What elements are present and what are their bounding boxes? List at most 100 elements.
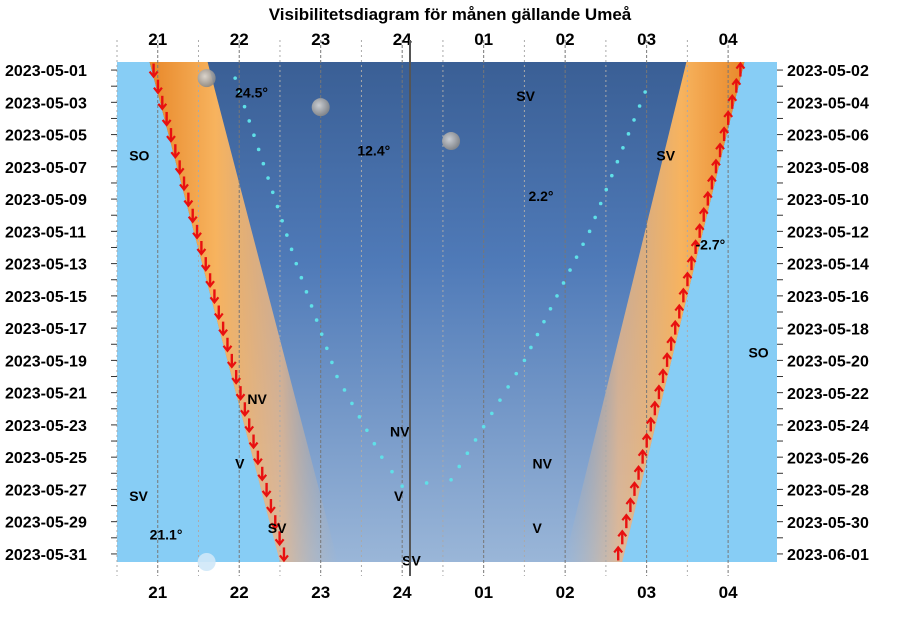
hour-label-bottom: 04	[719, 583, 738, 602]
trail-dot	[604, 187, 609, 192]
sunrise-arrow-head	[621, 513, 632, 521]
trail-dot	[529, 345, 533, 350]
sunrise-arrow-head	[633, 465, 644, 473]
moon-icon	[197, 553, 216, 571]
trail-dot	[490, 411, 494, 416]
trail-dot	[289, 247, 294, 252]
sunset-arrow-head	[274, 538, 285, 547]
annotation-label: 24.5°	[235, 85, 268, 101]
hour-label-bottom: 21	[148, 583, 167, 602]
hour-label-top: 02	[556, 30, 575, 49]
trail-dot	[535, 332, 540, 337]
sunrise-arrow-head	[641, 432, 652, 441]
sunset-arrow-head	[148, 70, 159, 79]
sunset-arrow-head	[248, 441, 259, 450]
trail-dot	[481, 424, 486, 429]
date-label-right: 2023-05-04	[787, 95, 869, 112]
sunrise-arrow-head	[723, 110, 734, 118]
trail-dot	[561, 281, 566, 285]
trail-dot	[280, 219, 284, 223]
date-label-right: 2023-05-02	[787, 63, 869, 80]
sunset-arrow-head	[187, 216, 198, 224]
sunset-arrow-head	[166, 135, 176, 143]
sunrise-arrow-head	[617, 529, 628, 537]
trail-dot	[256, 147, 261, 152]
moon-icon	[197, 69, 216, 88]
hour-label-bottom: 24	[393, 583, 412, 602]
date-label-left: 2023-05-13	[5, 257, 87, 274]
date-label-right: 2023-05-22	[787, 386, 869, 403]
annotation-label: SV	[129, 488, 148, 504]
trail-dot	[568, 268, 572, 272]
sunset-arrow-head	[196, 248, 207, 256]
date-label-left: 2023-05-05	[5, 128, 87, 145]
trail-dot	[400, 484, 404, 488]
sunset-arrow-head	[253, 457, 263, 466]
trail-dot	[335, 374, 339, 379]
sunset-arrow-head	[279, 554, 289, 563]
trail-dot	[514, 371, 519, 376]
sunset-arrow-head	[170, 151, 181, 159]
date-label-right: 2023-05-30	[787, 515, 869, 532]
sunset-arrow-head	[153, 87, 163, 95]
trail-dot	[242, 104, 247, 109]
hour-label-bottom: 02	[556, 583, 575, 602]
trail-dot	[357, 415, 362, 419]
sunrise-arrow-head	[674, 303, 685, 312]
annotation-label: V	[235, 456, 245, 472]
trail-dot	[294, 261, 299, 266]
hour-label-top: 21	[148, 30, 167, 49]
sunrise-arrow-head	[707, 174, 717, 183]
trail-dot	[465, 451, 470, 456]
annotation-label: SV	[656, 148, 675, 164]
annotation-label: SO	[129, 148, 149, 164]
trail-dot	[319, 332, 324, 336]
trail-dot	[610, 173, 614, 178]
trail-dot	[365, 428, 369, 433]
date-label-right: 2023-05-14	[787, 257, 869, 274]
moon-trail	[233, 76, 647, 488]
trail-dot	[457, 464, 462, 469]
trail-dot	[238, 90, 242, 95]
annotation-label: NV	[247, 391, 267, 407]
sunset-arrows	[148, 63, 289, 563]
sunrise-arrow-head	[719, 126, 729, 134]
date-label-right: 2023-05-24	[787, 418, 869, 435]
trail-dot	[615, 159, 620, 164]
trail-dot	[261, 161, 266, 166]
sunrise-arrow-head	[686, 255, 697, 263]
sunset-arrow-head	[261, 490, 272, 498]
date-label-left: 2023-05-31	[5, 547, 87, 564]
sunset-arrow-head	[192, 232, 202, 240]
date-label-left: 2023-05-15	[5, 289, 87, 306]
trail-dot	[632, 118, 636, 122]
date-label-left: 2023-05-17	[5, 321, 87, 338]
sunset-arrow-head	[179, 183, 189, 192]
trail-dot	[598, 201, 603, 206]
date-label-left: 2023-05-07	[5, 160, 87, 177]
sunrise-arrow-head	[698, 206, 709, 215]
annotation-labels: 24.5° 12.4° 2.2° -2.7° 21.1° SV SV SO SO NV NV NV V V…	[129, 85, 769, 569]
annotation-label: 21.1°	[150, 527, 183, 543]
sunrise-arrow-head	[662, 352, 672, 360]
sunset-arrow-head	[226, 361, 237, 369]
trail-dot	[593, 215, 597, 220]
sunset-arrow-head	[157, 103, 168, 111]
trail-dot	[626, 132, 631, 136]
annotation-label: 2.2°	[528, 188, 553, 204]
trail-dot	[449, 477, 453, 482]
trail-dot	[330, 360, 334, 365]
annotation-label: 12.4°	[357, 143, 390, 159]
date-label-left: 2023-05-03	[5, 95, 87, 112]
date-labels: 2023-05-01 2023-05-03 2023-05-05 2023-05-07…	[5, 63, 869, 564]
hour-label-top: 01	[474, 30, 493, 49]
date-label-right: 2023-05-10	[787, 192, 869, 209]
trail-dot	[314, 318, 319, 322]
sunset-arrow-head	[174, 167, 185, 176]
sunrise-arrow-head	[702, 190, 713, 199]
trail-dot	[637, 104, 642, 108]
sunset-arrow-head	[235, 393, 246, 401]
date-label-left: 2023-05-21	[5, 386, 87, 403]
sunrise-arrow-head	[670, 319, 681, 328]
